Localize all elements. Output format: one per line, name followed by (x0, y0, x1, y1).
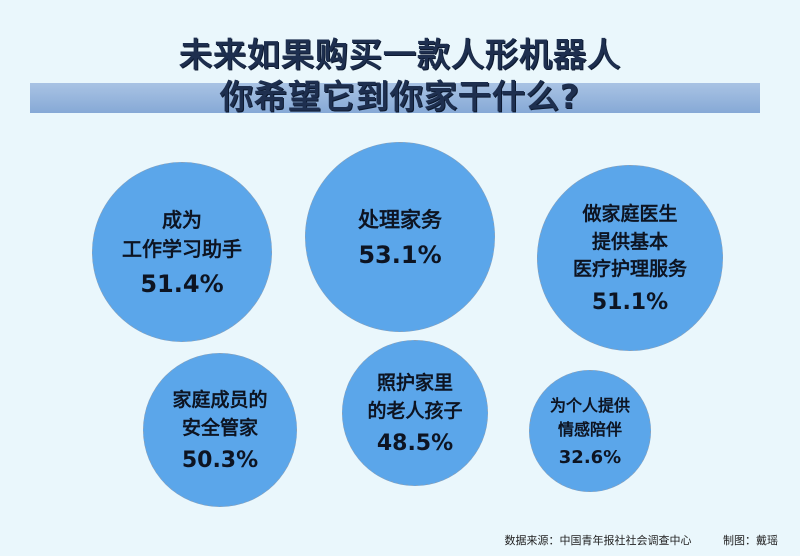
footer: 数据来源：中国青年报社社会调查中心 制图：戴瑶 (477, 532, 779, 548)
title-band (30, 83, 760, 113)
credit-note: 制图：戴瑶 (723, 534, 778, 547)
bubble-value-label: 32.6% (558, 446, 622, 468)
bubble-label: 医疗护理服务 (572, 258, 687, 281)
bubble-label: 安全管家 (181, 416, 258, 439)
title-line-1: 未来如果购买一款人形机器人 (179, 35, 621, 74)
bubble-value-label: 53.1% (358, 241, 442, 270)
bubble-value-label: 51.1% (591, 289, 669, 315)
bubble-value-label: 48.5% (376, 431, 454, 457)
bubble-value-label: 50.3% (181, 448, 259, 474)
bubble-label: 情感陪伴 (557, 419, 622, 439)
bubble: 做家庭医生提供基本医疗护理服务 51.1% (537, 165, 723, 351)
bubble: 照护家里的老人孩子 48.5% (342, 340, 488, 486)
bubble-value-label: 51.4% (140, 270, 224, 298)
bubble: 家庭成员的安全管家 50.3% (143, 353, 297, 507)
bubble-label: 做家庭医生 (582, 203, 678, 226)
bubble: 为个人提供情感陪伴 32.6% (529, 370, 651, 492)
bubble-label: 提供基本 (591, 230, 668, 253)
bubble-label: 为个人提供 (549, 396, 630, 416)
title-line-2: 你希望它到你家干什么? (219, 77, 581, 116)
bubble-label: 成为 (162, 208, 202, 232)
bubble-label: 的老人孩子 (367, 399, 463, 422)
bubble: 成为工作学习助手 51.4% (92, 162, 272, 342)
bubble: 处理家务 53.1% (305, 142, 495, 332)
source-note: 数据来源：中国青年报社社会调查中心 (504, 534, 692, 547)
bubble-label: 工作学习助手 (122, 237, 242, 261)
bubble-label: 照护家里 (376, 371, 453, 394)
bubble-label: 家庭成员的 (172, 388, 268, 411)
bubble-label: 处理家务 (358, 207, 442, 232)
